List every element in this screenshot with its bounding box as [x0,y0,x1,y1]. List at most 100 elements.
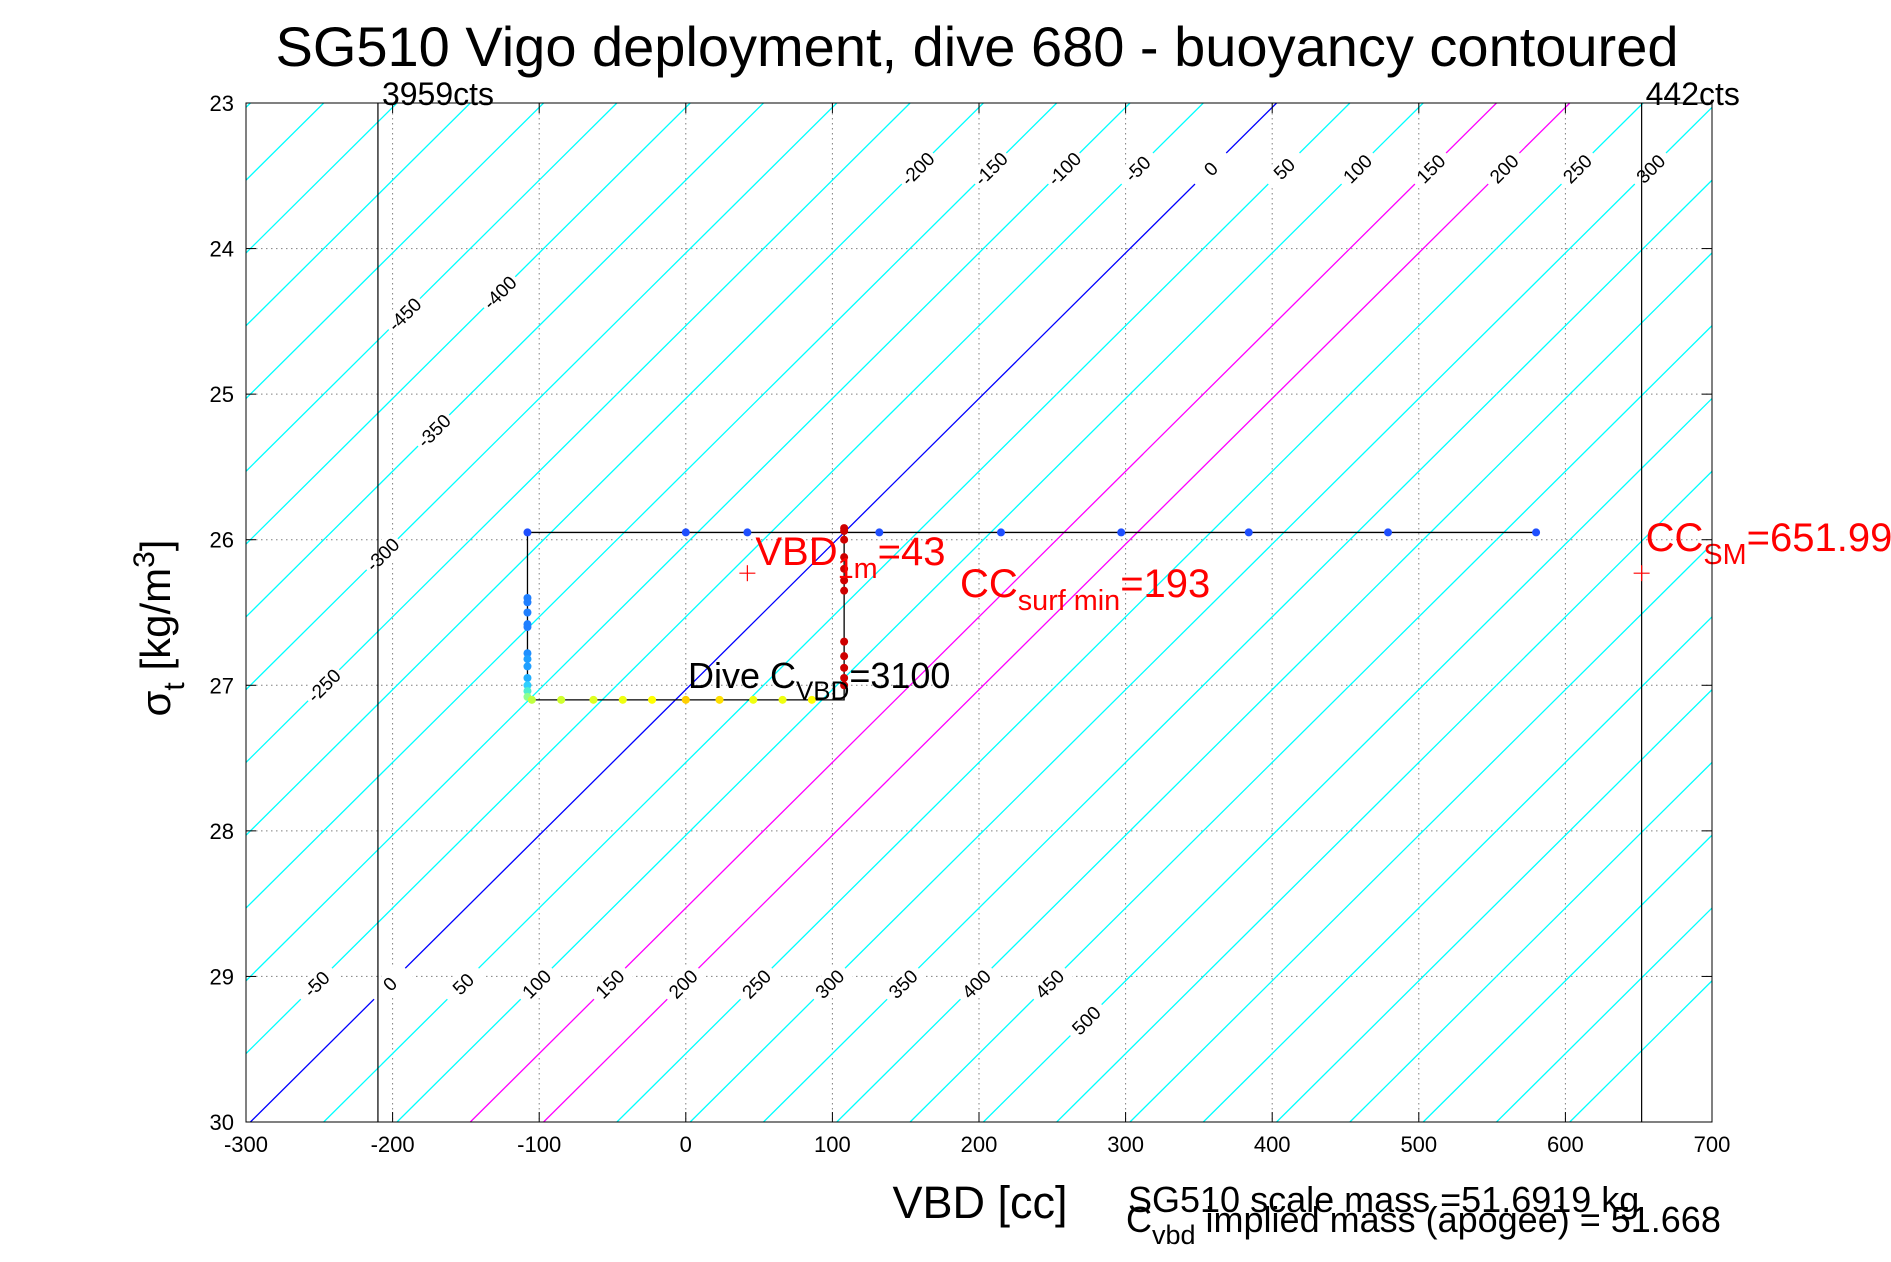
contour-label-bg [1407,145,1454,192]
left-point [523,623,532,632]
contour-line-550 [1056,470,1712,1122]
contour-line--500 [246,103,545,400]
x-tick-label: 600 [1547,1132,1584,1157]
contour-label-bg [300,661,348,709]
count-limit-label: 442cts [1646,76,1740,112]
contour-line-200 [543,103,1571,1122]
right-point [840,586,849,595]
x-tick-label: 300 [1107,1132,1144,1157]
top-point [1532,528,1541,537]
contour-label-bg [879,960,927,1008]
y-tick-label: 24 [210,237,234,262]
contour-label-bg [512,960,560,1008]
contour-line-250 [616,103,1644,1122]
contour-line-50 [323,103,1351,1122]
chart-title: SG510 Vigo deployment, dive 680 - buoyan… [275,15,1678,78]
contour-label-bg [732,960,780,1008]
dive-cvbd-annotation: Dive CVBD=3100 [688,655,950,706]
scale-mass-text: SG510 scale mass =51.6919 kg [1128,1179,1639,1220]
y-tick-label: 28 [210,819,234,844]
left-point [523,649,532,658]
bottom-point [778,695,787,704]
x-tick-label: -200 [371,1132,415,1157]
x-tick-label: -100 [517,1132,561,1157]
contour-line--250 [246,103,911,764]
left-point [523,655,532,664]
contour-line--50 [246,103,1204,1055]
right-point [840,652,849,661]
top-point [1117,528,1126,537]
top-point [996,528,1005,537]
contour-label-bg [1553,145,1601,192]
contour-label-bg [476,268,523,316]
buoyancy-contours: -200 -150 -100 -50 0 50 100 150 200 250 300-450-40… [246,103,1712,1122]
contour-line--150 [246,103,1058,909]
y-tick-label: 26 [210,528,234,553]
top-point [743,528,752,537]
contour-line-850 [1496,907,1712,1122]
contour-label-bg [1062,996,1110,1044]
contour-label-bg [952,960,1000,1008]
y-tick-label: 30 [210,1110,234,1135]
cc-surf-min-annotation: CCsurf min=193 [960,562,1210,617]
top-point [875,528,884,537]
x-axis-label: VBD [cc] [892,1177,1067,1228]
annotations: VBD1m=43 CCsurf min=193 CCSM=651.99 Dive CV… [688,516,1891,705]
left-point [523,662,532,671]
x-tick-label: -300 [224,1132,268,1157]
right-point [840,564,849,573]
bottom-point [589,695,598,704]
contour-label-bg [1480,145,1528,192]
contour-line-800 [1422,834,1712,1122]
left-point [523,608,532,617]
bottom-point [527,695,536,704]
contour-label-bg [380,290,428,338]
contour-label-bg [586,960,633,1008]
y-tick-label: 27 [210,673,234,698]
x-tick-label: 700 [1694,1132,1731,1157]
contour-label-bg [659,960,707,1008]
contour-line--600 [246,103,398,254]
contour-label-bg [1627,145,1674,192]
contour-line-500 [982,397,1712,1122]
x-tick-label: 500 [1400,1132,1437,1157]
contour-label-bg [293,960,340,1008]
vbd-1m-annotation: VBD1m=43 [755,530,945,585]
y-tick-label: 29 [210,964,234,989]
contour-label-bg [358,530,406,578]
implied-mass-text: Cvbd implied mass (apogee) = 51.668 [1126,1199,1721,1250]
bottom-point [749,695,758,704]
contour-line--200 [246,103,984,837]
y-tick-label: 23 [210,91,234,116]
contour-line-400 [836,252,1712,1122]
dive-profile: 3959cts 442cts [377,76,1740,1122]
contour-label-bg [894,145,941,192]
contour-label-bg [1333,145,1381,192]
axes: -300 -200 -100 0 100 200 300 400 500 600 700 23 24 25… [210,91,1731,1157]
x-tick-label: 200 [961,1132,998,1157]
right-point [840,674,849,683]
contour-line--400 [246,103,691,545]
bottom-point [681,695,690,704]
contour-line-600 [1129,543,1712,1122]
contour-line-700 [1276,688,1712,1122]
contour-line-0 [249,103,1278,1122]
contour-line--450 [246,103,618,473]
contour-line-300 [689,106,1712,1122]
contour-label-bg [806,960,853,1008]
contour-label-bg [1040,145,1088,192]
left-point [523,598,532,607]
contour-line-450 [909,324,1712,1122]
x-tick-label: 0 [680,1132,692,1157]
contour-line-750 [1349,761,1712,1122]
x-tick-label: 100 [814,1132,851,1157]
contour-line--300 [246,103,838,691]
top-point [681,528,690,537]
x-tick-label: 400 [1254,1132,1291,1157]
contour-label-bg [410,407,458,454]
bottom-point [807,695,816,704]
contour-label-bg [967,145,1015,192]
y-axis-label: σt [kg/m3] [128,540,191,717]
